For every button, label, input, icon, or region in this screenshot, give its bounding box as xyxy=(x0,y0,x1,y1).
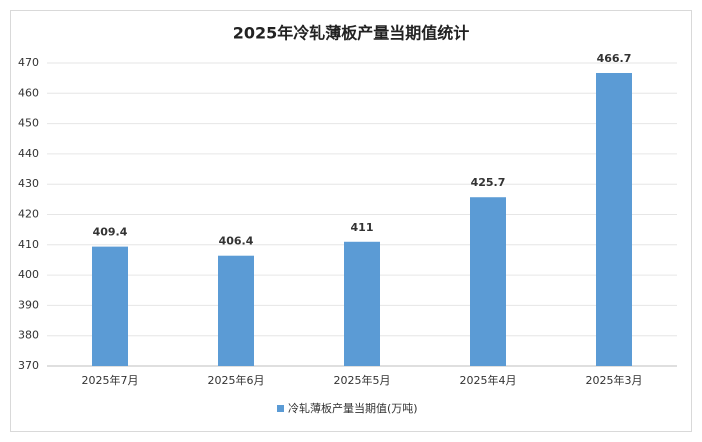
y-tick-label: 460 xyxy=(18,86,39,99)
y-tick-label: 390 xyxy=(18,298,39,311)
data-label: 411 xyxy=(351,221,374,234)
y-tick-label: 370 xyxy=(18,359,39,372)
y-tick-label: 470 xyxy=(18,56,39,69)
data-label: 466.7 xyxy=(597,52,632,65)
bar xyxy=(218,255,254,366)
y-tick-label: 400 xyxy=(18,268,39,281)
y-tick-label: 380 xyxy=(18,329,39,342)
data-label: 406.4 xyxy=(219,235,254,248)
x-tick-label: 2025年4月 xyxy=(460,373,517,387)
y-tick-label: 450 xyxy=(18,117,39,130)
x-tick-label: 2025年3月 xyxy=(586,373,643,387)
x-tick-label: 2025年7月 xyxy=(82,373,139,387)
y-tick-label: 440 xyxy=(18,147,39,160)
legend-swatch xyxy=(277,405,284,412)
bar xyxy=(92,246,128,366)
data-label: 425.7 xyxy=(471,176,506,189)
bar xyxy=(344,241,380,366)
chart-title: 2025年冷轧薄板产量当期值统计 xyxy=(233,24,470,43)
y-tick-label: 430 xyxy=(18,177,39,190)
data-label: 409.4 xyxy=(93,226,128,239)
x-tick-label: 2025年5月 xyxy=(334,373,391,387)
bar xyxy=(470,197,506,366)
legend-label: 冷轧薄板产量当期值(万吨) xyxy=(288,401,418,415)
y-tick-label: 410 xyxy=(18,238,39,251)
bar xyxy=(596,72,632,367)
y-tick-label: 420 xyxy=(18,208,39,221)
x-tick-label: 2025年6月 xyxy=(208,373,265,387)
